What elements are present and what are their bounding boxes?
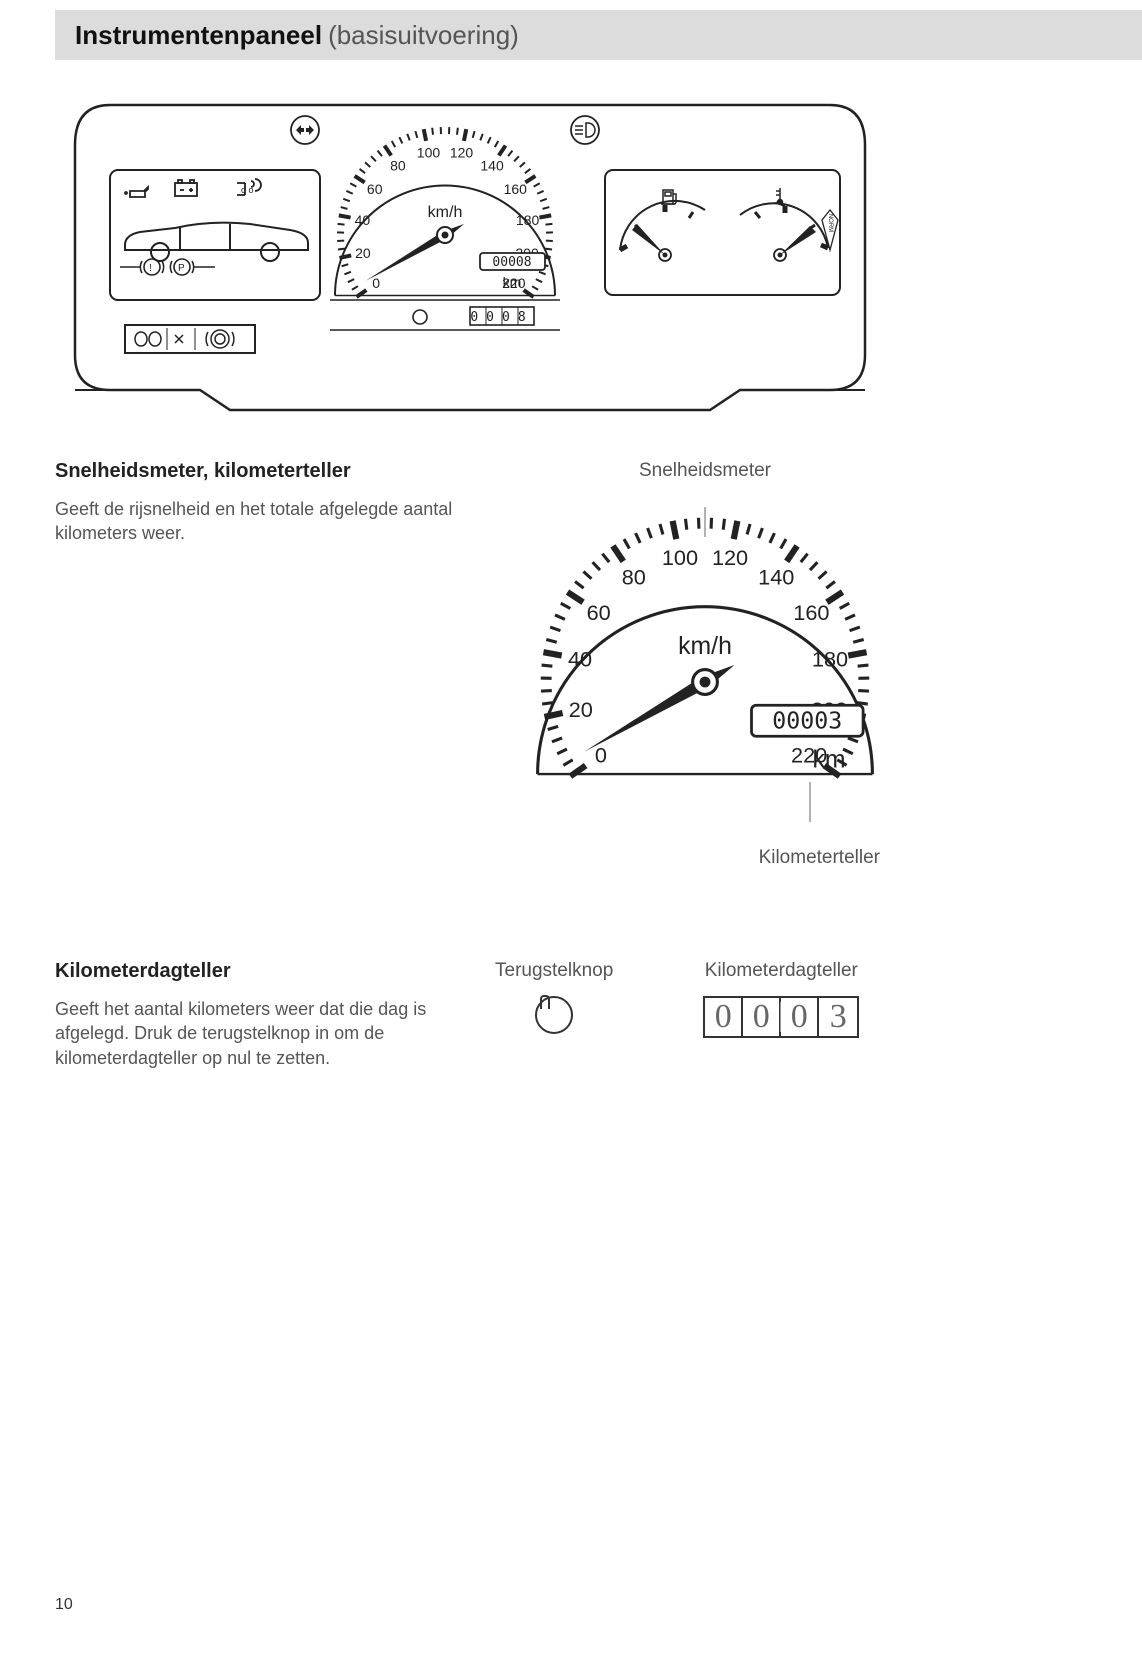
high-beam-icon [571,116,599,144]
section1-heading: Snelheidsmeter, kilometerteller [55,460,455,483]
svg-text:!: ! [149,263,152,274]
trip-digit-1: 0 [705,998,743,1036]
svg-text:20: 20 [355,245,371,261]
fuel-temp-panel: NORM [605,170,840,295]
temp-norm-label: NORM [827,214,833,232]
svg-text:100: 100 [417,145,441,161]
svg-text:P: P [178,263,185,274]
warning-lights-panel: o o ! P [110,170,320,300]
section2-heading: Kilometerdagteller [55,960,455,983]
reset-knob-label: Terugstelknop [495,960,613,982]
svg-text:80: 80 [622,564,646,589]
svg-text:120: 120 [712,545,748,570]
svg-text:40: 40 [568,647,592,672]
trip-counter-display: 0 0 0 3 [703,996,859,1038]
svg-text:40: 40 [355,212,371,228]
svg-text:km/h: km/h [678,633,732,660]
svg-text:140: 140 [758,564,794,589]
svg-text:o o: o o [241,185,254,195]
trip-counter-label: Kilometerdagteller [705,960,858,982]
svg-text:20: 20 [569,697,593,722]
detail-odometer-value: 00003 [772,708,842,735]
svg-text:100: 100 [662,545,698,570]
detail-odometer-unit: km [812,746,845,773]
speedo-bottom-label: Kilometerteller [520,847,890,869]
speedo-top-label: Snelheidsmeter [520,460,890,482]
svg-text:140: 140 [480,157,504,173]
svg-text:60: 60 [587,600,611,625]
page-header: Instrumentenpaneel (basisuitvoering) [55,10,1142,60]
svg-text:160: 160 [793,600,829,625]
section-speedometer: Snelheidsmeter, kilometerteller Geeft de… [55,460,455,546]
section1-body: Geeft de rijsnelheid en het totale afgel… [55,497,455,546]
trip-value: 0008 [470,310,533,325]
trip-digit-3: 0 [781,998,819,1036]
instrument-cluster-diagram: o o ! P [70,95,870,425]
odometer-value: 00008 [492,255,531,270]
svg-text:0: 0 [372,275,380,291]
svg-text:120: 120 [450,145,474,161]
trip-detail-figure: Terugstelknop Kilometerdagteller 0 0 0 3 [495,960,915,1038]
turn-signal-icon [291,116,319,144]
page-number: 10 [55,1596,73,1614]
reset-knob-icon [535,996,573,1034]
svg-text:180: 180 [812,647,848,672]
svg-text:60: 60 [367,181,383,197]
trip-digit-2: 0 [743,998,781,1036]
svg-text:80: 80 [390,157,406,173]
svg-text:180: 180 [516,212,540,228]
trip-digit-4: 3 [819,998,857,1036]
section2-body: Geeft het aantal kilometers weer dat die… [55,997,455,1070]
svg-text:km/h: km/h [428,204,463,221]
svg-text:160: 160 [504,181,528,197]
section-tripmeter: Kilometerdagteller Geeft het aantal kilo… [55,960,455,1070]
header-title-bold: Instrumentenpaneel [75,20,322,51]
svg-text:0: 0 [595,743,607,768]
speedometer-detail-figure: Snelheidsmeter 0204060801001201401601802… [520,460,890,869]
indicator-strip [125,325,255,353]
header-title-paren: (basisuitvoering) [328,20,519,51]
odometer-unit: km [503,274,522,290]
